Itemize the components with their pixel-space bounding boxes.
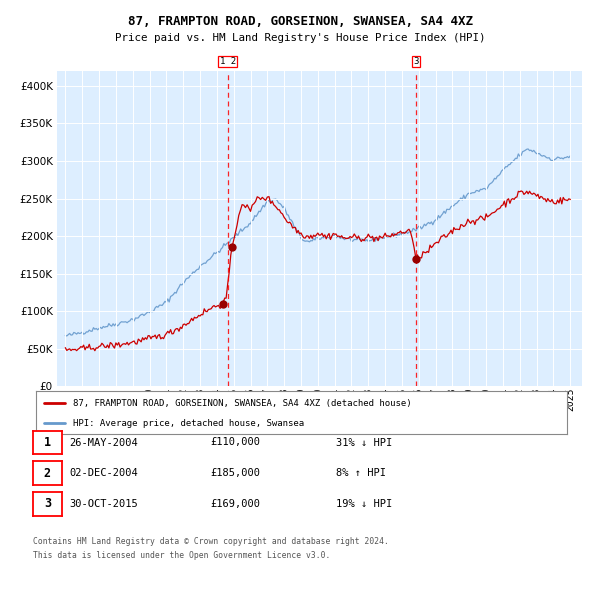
Text: Price paid vs. HM Land Registry's House Price Index (HPI): Price paid vs. HM Land Registry's House …: [115, 33, 485, 43]
Text: HPI: Average price, detached house, Swansea: HPI: Average price, detached house, Swan…: [73, 418, 304, 428]
Text: 30-OCT-2015: 30-OCT-2015: [69, 499, 138, 509]
Text: 31% ↓ HPI: 31% ↓ HPI: [336, 438, 392, 447]
Text: £185,000: £185,000: [210, 468, 260, 478]
Text: 2: 2: [44, 467, 51, 480]
Text: 26-MAY-2004: 26-MAY-2004: [69, 438, 138, 447]
Text: 3: 3: [44, 497, 51, 510]
Text: £110,000: £110,000: [210, 438, 260, 447]
Text: This data is licensed under the Open Government Licence v3.0.: This data is licensed under the Open Gov…: [33, 551, 331, 560]
Text: 8% ↑ HPI: 8% ↑ HPI: [336, 468, 386, 478]
Text: 02-DEC-2004: 02-DEC-2004: [69, 468, 138, 478]
Text: 1 2: 1 2: [220, 57, 236, 66]
Text: 1: 1: [44, 436, 51, 449]
Text: 19% ↓ HPI: 19% ↓ HPI: [336, 499, 392, 509]
Text: 3: 3: [413, 57, 419, 66]
Text: 87, FRAMPTON ROAD, GORSEINON, SWANSEA, SA4 4XZ (detached house): 87, FRAMPTON ROAD, GORSEINON, SWANSEA, S…: [73, 399, 412, 408]
Text: Contains HM Land Registry data © Crown copyright and database right 2024.: Contains HM Land Registry data © Crown c…: [33, 537, 389, 546]
Text: 87, FRAMPTON ROAD, GORSEINON, SWANSEA, SA4 4XZ: 87, FRAMPTON ROAD, GORSEINON, SWANSEA, S…: [128, 15, 473, 28]
Text: £169,000: £169,000: [210, 499, 260, 509]
